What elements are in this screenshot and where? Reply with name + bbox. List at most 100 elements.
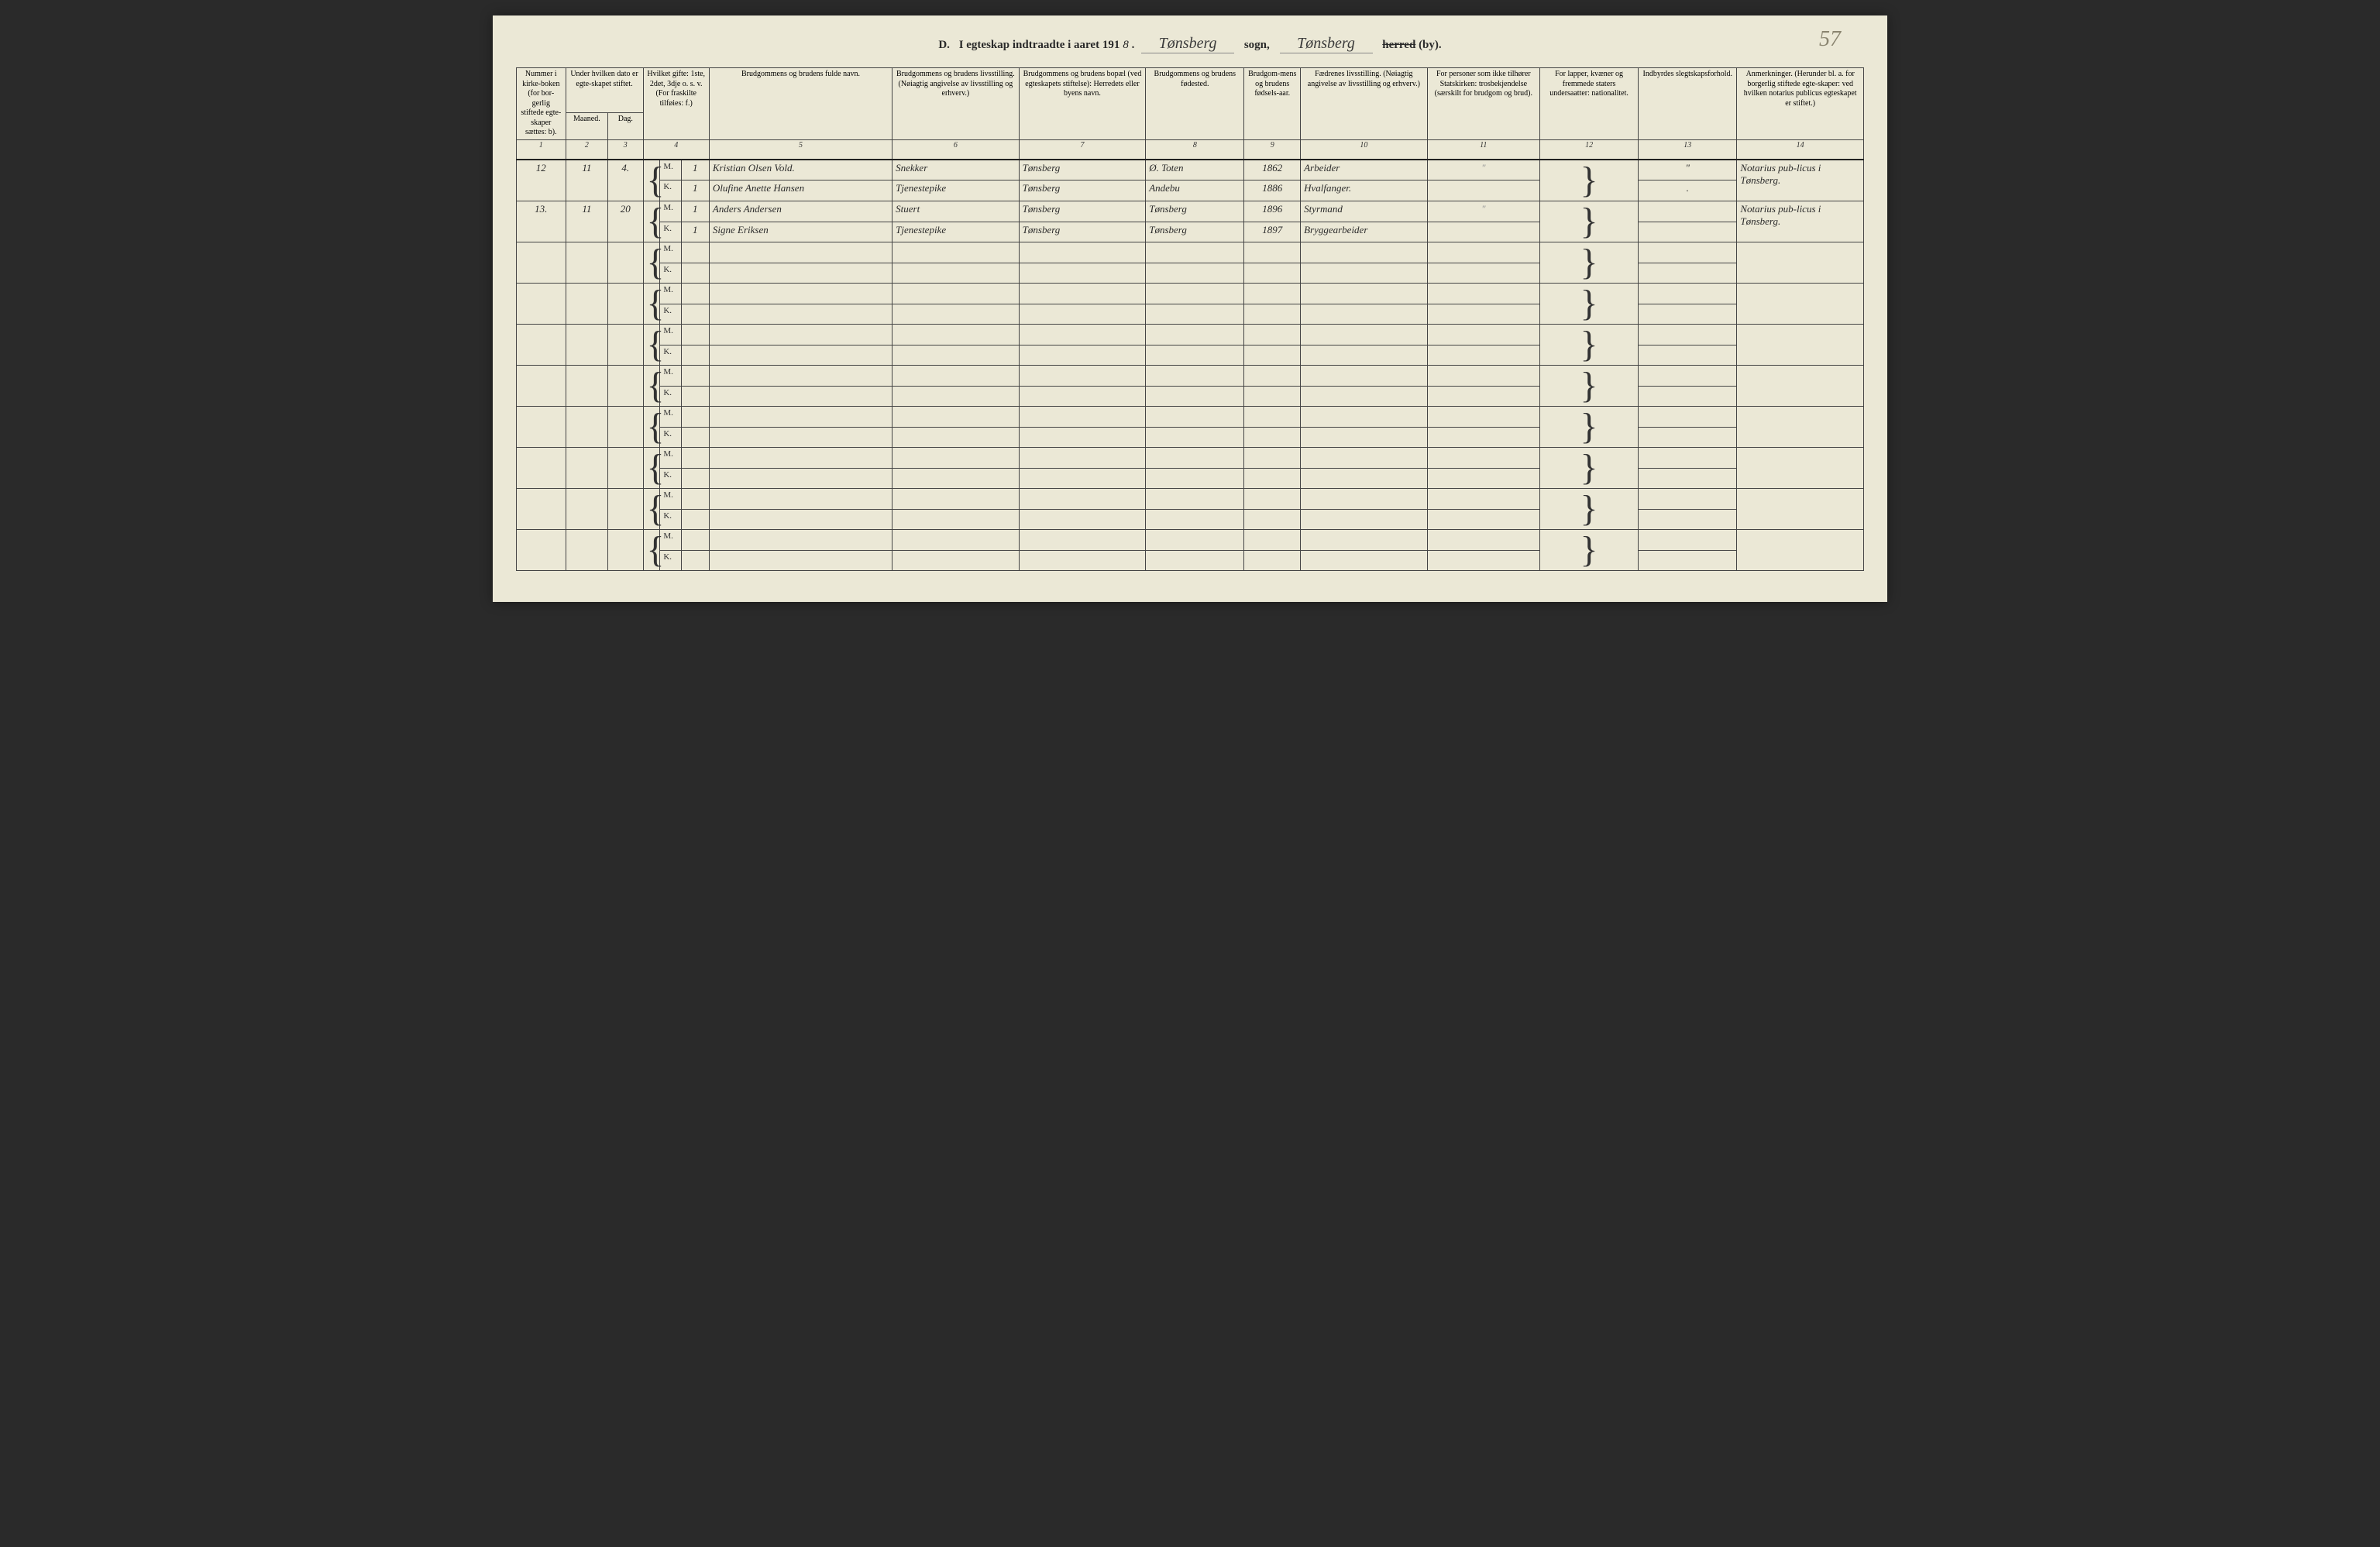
col-header-6: Brudgommens og brudens livsstilling. (Nø… xyxy=(892,68,1020,140)
brace-right-12: } xyxy=(1539,489,1638,530)
bride-residence: Tønsberg xyxy=(1019,180,1146,201)
page-number: 57 xyxy=(1819,27,1841,52)
bride-father-occ: Hvalfanger. xyxy=(1301,180,1428,201)
brace-left: { xyxy=(643,530,660,571)
col-header-10: Fædrenes livsstilling. (Nøiagtig angivel… xyxy=(1301,68,1428,140)
brace-right-12: } xyxy=(1539,448,1638,489)
entry-row-bride: K.1Olufine Anette HansenTjenestepikeTøns… xyxy=(517,180,1864,201)
ledger-table: Nummer i kirke-boken (for bor-gerlig sti… xyxy=(516,67,1864,571)
empty-row: {M.} xyxy=(517,366,1864,387)
col-header-8: Brudgommens og brudens fødested. xyxy=(1146,68,1244,140)
entry-day: 20 xyxy=(608,201,643,242)
groom-gifte: 1 xyxy=(681,201,709,222)
bride-gifte: 1 xyxy=(681,180,709,201)
title-prefix: I egteskap indtraadte i aaret 191 xyxy=(959,39,1120,51)
section-letter: D. xyxy=(938,39,950,51)
brace-right-12: } xyxy=(1539,201,1638,242)
brace-left: { xyxy=(643,489,660,530)
bride-birthyear: 1897 xyxy=(1244,222,1301,242)
brace-right-12: } xyxy=(1539,325,1638,366)
col-header-2-3-group: Under hvilken dato er egte-skapet stifte… xyxy=(566,68,643,113)
empty-row: K. xyxy=(517,263,1864,284)
groom-kin: " xyxy=(1639,160,1737,180)
groom-residence: Tønsberg xyxy=(1019,201,1146,222)
entry-day: 4. xyxy=(608,160,643,201)
district-blank: Tønsberg xyxy=(1280,35,1373,53)
brace-left: { xyxy=(643,325,660,366)
groom-occupation: Stuert xyxy=(892,201,1020,222)
groom-religion: " xyxy=(1427,201,1539,222)
groom-gifte: 1 xyxy=(681,160,709,180)
bride-gifte: 1 xyxy=(681,222,709,242)
bride-occupation: Tjenestepike xyxy=(892,222,1020,242)
empty-row: {M.} xyxy=(517,284,1864,304)
groom-occupation: Snekker xyxy=(892,160,1020,180)
parish-blank: Tønsberg xyxy=(1141,35,1234,53)
entry-row-groom: 13.1120{M.1Anders AndersenStuertTønsberg… xyxy=(517,201,1864,222)
brace-right-12: } xyxy=(1539,242,1638,284)
groom-religion: " xyxy=(1427,160,1539,180)
entry-month: 11 xyxy=(566,160,608,201)
bride-kin xyxy=(1639,222,1737,242)
groom-kin xyxy=(1639,201,1737,222)
groom-birthplace: Ø. Toten xyxy=(1146,160,1244,180)
empty-row: {M.} xyxy=(517,489,1864,510)
col-header-5: Brudgommens og brudens fulde navn. xyxy=(709,68,892,140)
groom-father-occ: Styrmand xyxy=(1301,201,1428,222)
col-header-1: Nummer i kirke-boken (for bor-gerlig sti… xyxy=(517,68,566,140)
brace-right-12: } xyxy=(1539,530,1638,571)
groom-name: Kristian Olsen Vold. xyxy=(709,160,892,180)
groom-residence: Tønsberg xyxy=(1019,160,1146,180)
empty-row: K. xyxy=(517,304,1864,325)
groom-birthyear: 1862 xyxy=(1244,160,1301,180)
page-header: D. I egteskap indtraadte i aaret 1918 . … xyxy=(516,35,1864,53)
empty-row: {M.} xyxy=(517,325,1864,345)
bride-birthyear: 1886 xyxy=(1244,180,1301,201)
bride-name: Olufine Anette Hansen xyxy=(709,180,892,201)
groom-birthyear: 1896 xyxy=(1244,201,1301,222)
col-header-11: For personer som ikke tilhører Statskirk… xyxy=(1427,68,1539,140)
empty-row: K. xyxy=(517,550,1864,571)
brace-left: { xyxy=(643,160,660,201)
col-header-2: Maaned. xyxy=(566,113,608,139)
groom-name: Anders Andersen xyxy=(709,201,892,222)
col-header-7: Brudgommens og brudens bopæl (ved egtesk… xyxy=(1019,68,1146,140)
entry-note: Notarius pub-licus i Tønsberg. xyxy=(1737,160,1864,201)
empty-row: {M.} xyxy=(517,242,1864,263)
entry-note: Notarius pub-licus i Tønsberg. xyxy=(1737,201,1864,242)
col-header-4: Hvilket gifte: 1ste, 2det, 3dje o. s. v.… xyxy=(643,68,709,140)
bride-residence: Tønsberg xyxy=(1019,222,1146,242)
bride-religion xyxy=(1427,222,1539,242)
empty-row: K. xyxy=(517,468,1864,489)
brace-left: { xyxy=(643,201,660,242)
bride-occupation: Tjenestepike xyxy=(892,180,1020,201)
entry-number: 13. xyxy=(517,201,566,242)
brace-left: { xyxy=(643,407,660,448)
empty-row: K. xyxy=(517,345,1864,366)
empty-row: K. xyxy=(517,509,1864,530)
bride-name: Signe Eriksen xyxy=(709,222,892,242)
label-sogn: sogn, xyxy=(1244,39,1270,51)
table-body: 1 2 3 4 5 6 7 8 9 10 11 12 13 14 12114.{… xyxy=(517,139,1864,571)
entry-row-groom: 12114.{M.1Kristian Olsen Vold.SnekkerTøn… xyxy=(517,160,1864,180)
bride-father-occ: Bryggearbeider xyxy=(1301,222,1428,242)
brace-left: { xyxy=(643,448,660,489)
empty-row: {M.} xyxy=(517,530,1864,551)
column-number-row: 1 2 3 4 5 6 7 8 9 10 11 12 13 14 xyxy=(517,139,1864,160)
col-header-9: Brudgom-mens og brudens fødsels-aar. xyxy=(1244,68,1301,140)
col-header-13: Indbyrdes slegtskapsforhold. xyxy=(1639,68,1737,140)
brace-left: { xyxy=(643,366,660,407)
brace-right-12: } xyxy=(1539,407,1638,448)
groom-father-occ: Arbeider xyxy=(1301,160,1428,180)
bride-kin: . xyxy=(1639,180,1737,201)
brace-left: { xyxy=(643,242,660,284)
brace-right-12: } xyxy=(1539,284,1638,325)
brace-right-12: } xyxy=(1539,160,1638,201)
bride-birthplace: Andebu xyxy=(1146,180,1244,201)
col-header-14: Anmerkninger. (Herunder bl. a. for borge… xyxy=(1737,68,1864,140)
brace-left: { xyxy=(643,284,660,325)
empty-row: {M.} xyxy=(517,407,1864,428)
entry-number: 12 xyxy=(517,160,566,201)
ledger-page: 57 D. I egteskap indtraadte i aaret 1918… xyxy=(493,15,1887,602)
brace-right-12: } xyxy=(1539,366,1638,407)
